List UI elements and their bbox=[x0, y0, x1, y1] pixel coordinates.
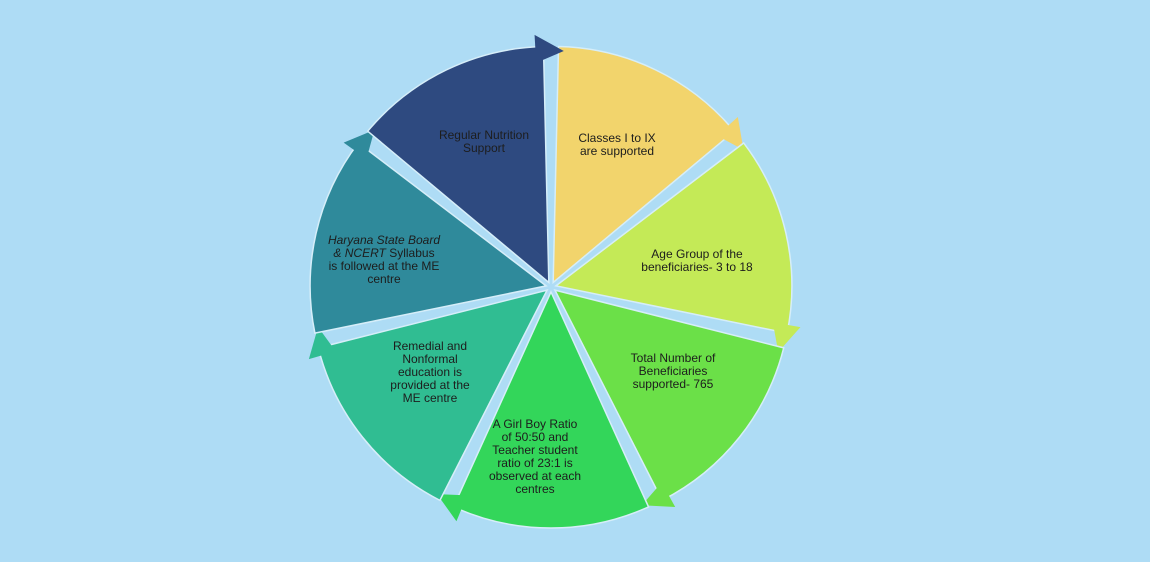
segment bbox=[452, 290, 650, 529]
segment-arrowhead bbox=[534, 34, 564, 63]
label-line: is followed at the ME bbox=[329, 259, 440, 273]
label-line: centres bbox=[515, 482, 554, 496]
label-line: Support bbox=[463, 141, 506, 155]
label-line: Nonformal bbox=[402, 352, 457, 366]
label-line: Haryana State Board bbox=[328, 233, 440, 247]
label-line: centre bbox=[367, 272, 401, 286]
segment-label: Remedial and Nonformal education is provide… bbox=[390, 339, 470, 405]
label-line: supported- 765 bbox=[633, 377, 714, 391]
label-line: Syllabus bbox=[386, 246, 435, 260]
label-line: observed at each bbox=[489, 469, 581, 483]
segment-arrowhead bbox=[343, 129, 375, 159]
segment-arrowhead bbox=[772, 322, 801, 353]
label-line: Total Number of bbox=[631, 351, 716, 365]
segment bbox=[366, 45, 550, 285]
label-line: Classes I to IX bbox=[578, 131, 655, 145]
label-line: & NCERT bbox=[333, 246, 387, 260]
label-line: of 50:50 and bbox=[502, 430, 569, 444]
label-line: education is bbox=[398, 365, 462, 379]
label-line: A Girl Boy Ratio bbox=[493, 417, 578, 431]
segment bbox=[552, 45, 736, 285]
segment-arrowhead bbox=[437, 494, 468, 522]
segment bbox=[317, 288, 549, 502]
segment-label: Haryana State Board & NCERT Syllabus is fo… bbox=[328, 233, 440, 286]
segment-label: Regular Nutrition Support bbox=[439, 128, 529, 155]
label-line: ratio of 23:1 is bbox=[497, 456, 572, 470]
segment bbox=[309, 141, 548, 335]
label-line: ME centre bbox=[403, 391, 458, 405]
segment-arrowhead bbox=[308, 327, 336, 360]
label-line: provided at the bbox=[390, 378, 470, 392]
segment-label: Age Group of the beneficiaries- 3 to 18 bbox=[641, 247, 753, 274]
label-line: Age Group of the bbox=[651, 247, 743, 261]
label-line: are supported bbox=[580, 144, 654, 158]
segment bbox=[553, 288, 785, 502]
segment-label: Total Number of Beneficiaries supported- 7… bbox=[631, 351, 716, 391]
label-line: Remedial and bbox=[393, 339, 467, 353]
label-line: Teacher student bbox=[492, 443, 578, 457]
segment-label: Classes I to IX are supported bbox=[578, 131, 655, 158]
label-line: Regular Nutrition bbox=[439, 128, 529, 142]
label-line: beneficiaries- 3 to 18 bbox=[641, 260, 753, 274]
segment-label: A Girl Boy Ratio of 50:50 and Teacher stud… bbox=[489, 417, 581, 496]
label-line: Beneficiaries bbox=[639, 364, 708, 378]
segment-arrowhead bbox=[716, 116, 744, 150]
segment-arrowhead bbox=[641, 482, 676, 507]
segment bbox=[554, 141, 793, 335]
